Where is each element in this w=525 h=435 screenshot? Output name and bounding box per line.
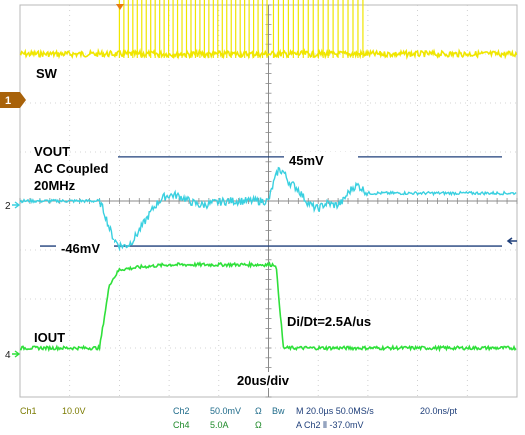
undershoot-label-bg (56, 240, 114, 256)
overshoot-label-bg (284, 152, 358, 168)
undershoot-annotation: -46mV (61, 241, 100, 256)
slew-rate-annotation: Di/Dt=2.5A/us (287, 314, 371, 329)
trigger-settings: A Ch2 ⦀ -37.0mV (296, 420, 364, 430)
trigger-position-icon[interactable] (116, 4, 124, 10)
timebase-annotation: 20us/div (237, 373, 290, 388)
ch1-scale: 10.0V (62, 406, 86, 416)
iout-trace (19, 260, 517, 353)
ch2-marker-label: 2 (5, 201, 11, 212)
ac-coupled-label: AC Coupled (34, 161, 108, 176)
trigger-level-arrow-icon[interactable] (506, 237, 517, 245)
vout-trace (19, 166, 517, 252)
record-resolution: 20.0ns/pt (420, 406, 458, 416)
ch4-name: Ch4 (173, 420, 190, 430)
graticule (19, 4, 518, 398)
sw-trace (19, 47, 518, 60)
ch4-scale: 5.0A (210, 420, 229, 430)
iout-label: IOUT (34, 330, 65, 345)
ch1-ground-marker[interactable]: 1 (0, 92, 26, 108)
traces (19, 0, 518, 353)
ch4-marker-label: 4 (5, 350, 11, 361)
ch4-ground-marker[interactable]: 4 (5, 350, 21, 361)
ch2-ground-marker[interactable]: 2 (5, 201, 21, 212)
ch2-impedance: Ω (255, 406, 262, 416)
timebase-label-bg (232, 372, 298, 388)
horizontal-settings: M 20.0µs 50.0MS/s (296, 406, 374, 416)
overshoot-annotation: 45mV (289, 153, 324, 168)
ch2-arrow-icon (12, 201, 21, 209)
ch4-impedance: Ω (255, 420, 262, 430)
bandwidth-label: 20MHz (34, 178, 76, 193)
ch1-name: Ch1 (20, 406, 37, 416)
sw-label: SW (36, 66, 58, 81)
ch2-scale: 50.0mV (210, 406, 241, 416)
status-bar: Ch1 10.0V Ch2 50.0mV Ω Bw M 20.0µs 50.0M… (20, 406, 458, 430)
vout-label: VOUT (34, 144, 70, 159)
ch2-name: Ch2 (173, 406, 190, 416)
ch2-bandwidth: Bw (272, 406, 285, 416)
ch4-arrow-icon (12, 350, 21, 358)
ch1-marker-label: 1 (5, 95, 11, 107)
